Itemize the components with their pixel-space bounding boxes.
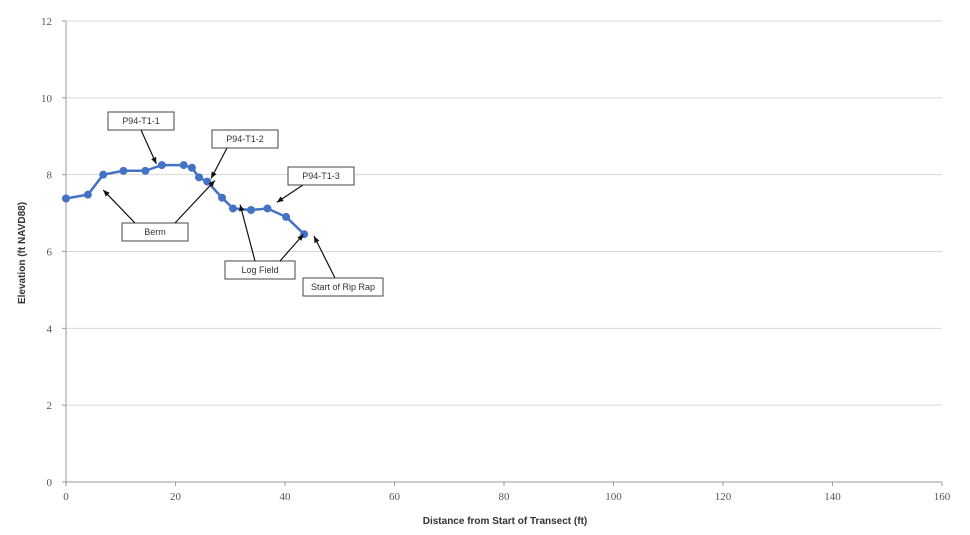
gridlines [66, 20, 942, 406]
data-point [218, 193, 227, 202]
annotation-arrowhead [208, 180, 215, 187]
data-point [83, 190, 92, 199]
annotations: P94-T1-1 P94-T1-2 P94-T1-3 Berm Log Field Sta… [102, 111, 384, 297]
x-tick-label-80: 80 [499, 491, 511, 503]
data-point [282, 212, 291, 221]
x-tick-label-40: 40 [280, 491, 292, 503]
annotation-arrow [313, 235, 336, 279]
x-tick-label-0: 0 [63, 491, 69, 503]
annotation-arrowhead [103, 190, 110, 197]
annotation-label: Berm [144, 227, 166, 237]
annotation-arrowhead [297, 234, 304, 241]
annotation-box [224, 260, 296, 280]
annotation-box [211, 129, 279, 149]
data-point [263, 204, 272, 213]
y-tick-label-2: 2 [47, 400, 53, 412]
y-tick-label-10: 10 [41, 93, 53, 105]
data-point [179, 161, 188, 170]
x-tick-label-100: 100 [605, 491, 622, 503]
annotation-label: P94-T1-3 [302, 171, 340, 181]
data-point [62, 194, 70, 203]
annotation-label: P94-T1-2 [226, 134, 264, 144]
y-tick-label-12: 12 [41, 16, 52, 28]
data-point [228, 204, 237, 213]
data-point [187, 163, 196, 172]
annotation-label: P94-T1-1 [122, 116, 160, 126]
y-tick-label-0: 0 [47, 477, 53, 489]
annotation-arrowhead [211, 171, 217, 179]
y-tick-label-6: 6 [47, 247, 53, 259]
y-axis-label: Elevation (ft NAVD88) [17, 202, 28, 304]
x-tick-label-160: 160 [934, 491, 951, 503]
annotation-arrow [239, 204, 256, 262]
y-tick-label-8: 8 [47, 170, 53, 182]
data-point [141, 166, 150, 175]
x-tick-label-120: 120 [715, 491, 732, 503]
series-line [65, 163, 306, 236]
annotation-arrowhead [276, 196, 284, 203]
annotation-arrowhead [239, 204, 245, 212]
x-tick-label-60: 60 [389, 491, 401, 503]
x-axis-label: Distance from Start of Transect (ft) [423, 516, 587, 527]
data-point [157, 161, 166, 170]
annotation-box [302, 277, 384, 297]
y-tick-label-4: 4 [47, 323, 53, 335]
annotation-label: Log Field [241, 265, 278, 275]
data-point [247, 206, 256, 215]
data-point [99, 170, 108, 179]
annotation-arrow [102, 189, 136, 224]
x-tick-label-140: 140 [824, 491, 841, 503]
annotation-box [107, 111, 175, 131]
data-point [195, 173, 204, 182]
annotation-arrowhead [151, 156, 157, 164]
annotation-arrowhead [314, 236, 320, 244]
x-tick-label-20: 20 [170, 491, 182, 503]
data-series [62, 161, 309, 239]
annotation-arrow [174, 180, 216, 224]
data-point [119, 166, 128, 175]
annotation-box [287, 166, 355, 186]
annotation-label: Start of Rip Rap [311, 282, 375, 292]
annotation-box [121, 222, 189, 242]
